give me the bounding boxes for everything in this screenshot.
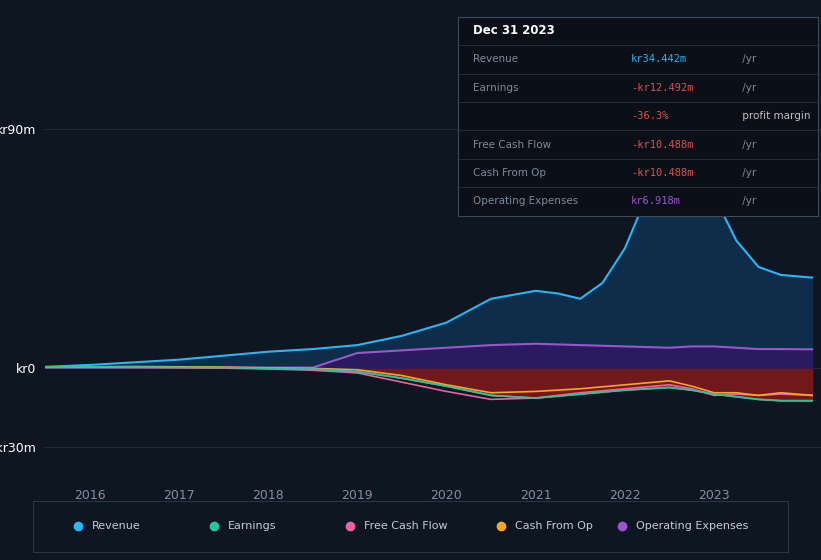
Text: Revenue: Revenue xyxy=(92,521,140,531)
Text: -kr10.488m: -kr10.488m xyxy=(631,139,693,150)
Text: /yr: /yr xyxy=(739,139,756,150)
Text: Free Cash Flow: Free Cash Flow xyxy=(473,139,551,150)
Text: Earnings: Earnings xyxy=(473,83,518,93)
Text: Earnings: Earnings xyxy=(227,521,276,531)
Text: Operating Expenses: Operating Expenses xyxy=(635,521,748,531)
Text: kr34.442m: kr34.442m xyxy=(631,54,687,64)
Text: kr6.918m: kr6.918m xyxy=(631,197,681,207)
Text: /yr: /yr xyxy=(739,168,756,178)
Text: Dec 31 2023: Dec 31 2023 xyxy=(473,25,554,38)
Text: Free Cash Flow: Free Cash Flow xyxy=(364,521,447,531)
Text: /yr: /yr xyxy=(739,54,756,64)
Text: /yr: /yr xyxy=(739,83,756,93)
Text: Cash From Op: Cash From Op xyxy=(473,168,545,178)
Text: -36.3%: -36.3% xyxy=(631,111,668,121)
Text: Revenue: Revenue xyxy=(473,54,517,64)
Text: -kr12.492m: -kr12.492m xyxy=(631,83,693,93)
Text: Cash From Op: Cash From Op xyxy=(515,521,593,531)
Text: /yr: /yr xyxy=(739,197,756,207)
Text: -kr10.488m: -kr10.488m xyxy=(631,168,693,178)
Text: Operating Expenses: Operating Expenses xyxy=(473,197,578,207)
Text: profit margin: profit margin xyxy=(739,111,810,121)
